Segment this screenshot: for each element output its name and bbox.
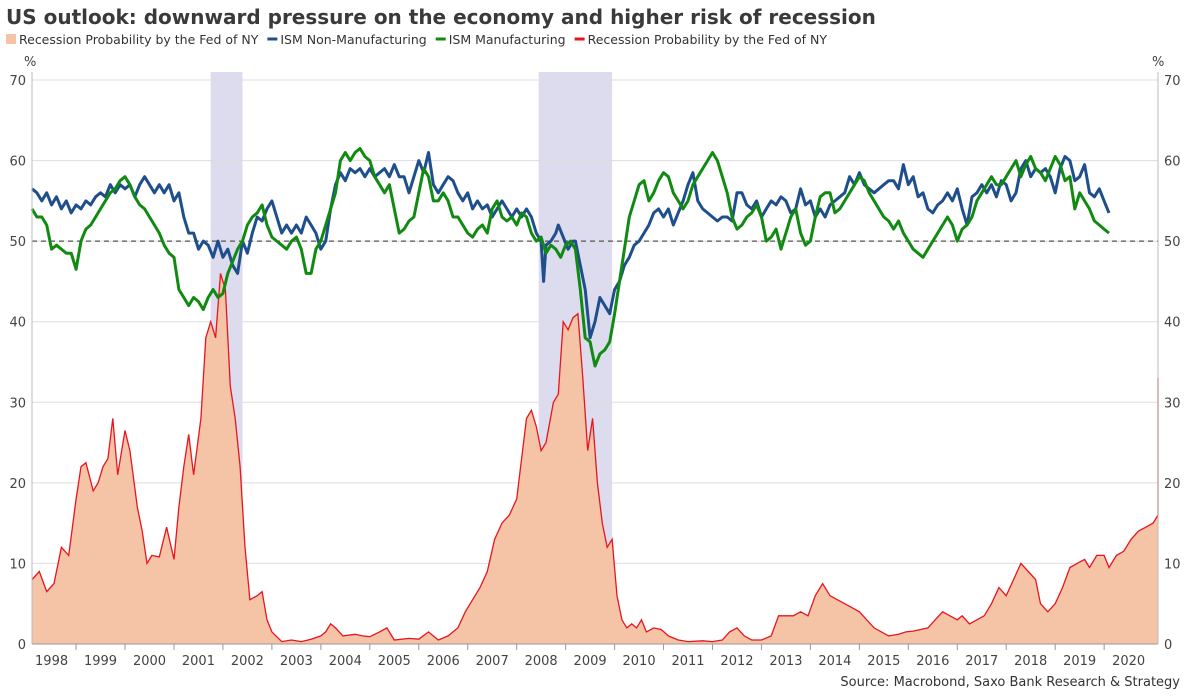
y-tick-right-3: 30 (1164, 396, 1181, 411)
y-tick-right-5: 50 (1164, 235, 1181, 250)
x-tick-label-5: 2003 (280, 654, 313, 669)
series-line-1 (31, 151, 1111, 340)
x-tick-label-1: 1999 (84, 654, 117, 669)
y-tick-right-6: 60 (1164, 155, 1181, 170)
y-unit-left: % (24, 55, 36, 70)
y-tick-left-7: 70 (9, 74, 26, 89)
y-tick-right-0: 0 (1164, 638, 1172, 653)
source-note: Source: Macrobond, Saxo Bank Research & … (840, 675, 1180, 690)
y-tick-right-7: 70 (1164, 74, 1181, 89)
x-tick-label-16: 2014 (818, 654, 851, 669)
x-tick-label-11: 2009 (574, 654, 607, 669)
x-tick-label-13: 2011 (671, 654, 704, 669)
line-series (30, 147, 1111, 368)
x-tick-label-8: 2006 (427, 654, 460, 669)
x-tick-label-7: 2005 (378, 654, 411, 669)
y-tick-right-1: 10 (1164, 557, 1181, 572)
legend-label-1: ISM Non-Manufacturing (280, 32, 426, 47)
y-tick-left-0: 0 (18, 638, 26, 653)
y-tick-left-2: 20 (9, 477, 26, 492)
x-tick-label-2: 2000 (133, 654, 166, 669)
legend-label-0: Recession Probability by the Fed of NY (19, 32, 259, 47)
x-tick-label-20: 2018 (1014, 654, 1047, 669)
x-tick-label-19: 2017 (965, 654, 998, 669)
y-tick-right-4: 40 (1164, 316, 1181, 331)
x-tick-label-18: 2016 (916, 654, 949, 669)
y-ticks-left: 0 10 20 30 40 50 60 70 (9, 74, 26, 653)
y-unit-right: % (1152, 55, 1164, 70)
x-tick-label-17: 2015 (867, 654, 900, 669)
chart-title: US outlook: downward pressure on the eco… (6, 5, 876, 29)
legend: Recession Probability by the Fed of NY IS… (6, 32, 827, 47)
x-tick-label-12: 2010 (623, 654, 656, 669)
y-tick-right-2: 20 (1164, 477, 1181, 492)
x-tick-label-22: 2020 (1112, 654, 1145, 669)
area-series (31, 273, 1159, 644)
y-ticks-right: 0 10 20 30 40 50 60 70 (1164, 74, 1181, 653)
x-tick-label-10: 2008 (525, 654, 558, 669)
x-tick-label-21: 2019 (1063, 654, 1096, 669)
axes (31, 72, 1159, 645)
x-tick-label-14: 2012 (720, 654, 753, 669)
x-tick-label-0: 1998 (35, 654, 68, 669)
legend-label-2: ISM Manufacturing (449, 32, 566, 47)
x-tick-label-15: 2013 (769, 654, 802, 669)
y-tick-left-4: 40 (9, 316, 26, 331)
y-tick-left-5: 50 (9, 235, 26, 250)
legend-swatch-0 (6, 34, 16, 44)
legend-label-3: Recession Probability by the Fed of NY (588, 32, 828, 47)
y-tick-left-1: 10 (9, 557, 26, 572)
x-tick-label-9: 2007 (476, 654, 509, 669)
series-area-line-0 (31, 273, 1159, 643)
x-tick-label-6: 2004 (329, 654, 362, 669)
x-tick-label-4: 2002 (231, 654, 264, 669)
x-ticks: 1998 1999 2000 2001 2002 2003 2004 2005 2006 2007… (35, 644, 1145, 669)
y-tick-left-6: 60 (9, 155, 26, 170)
y-tick-left-3: 30 (9, 396, 26, 411)
series-line-2 (30, 147, 1110, 368)
x-tick-label-3: 2001 (182, 654, 215, 669)
